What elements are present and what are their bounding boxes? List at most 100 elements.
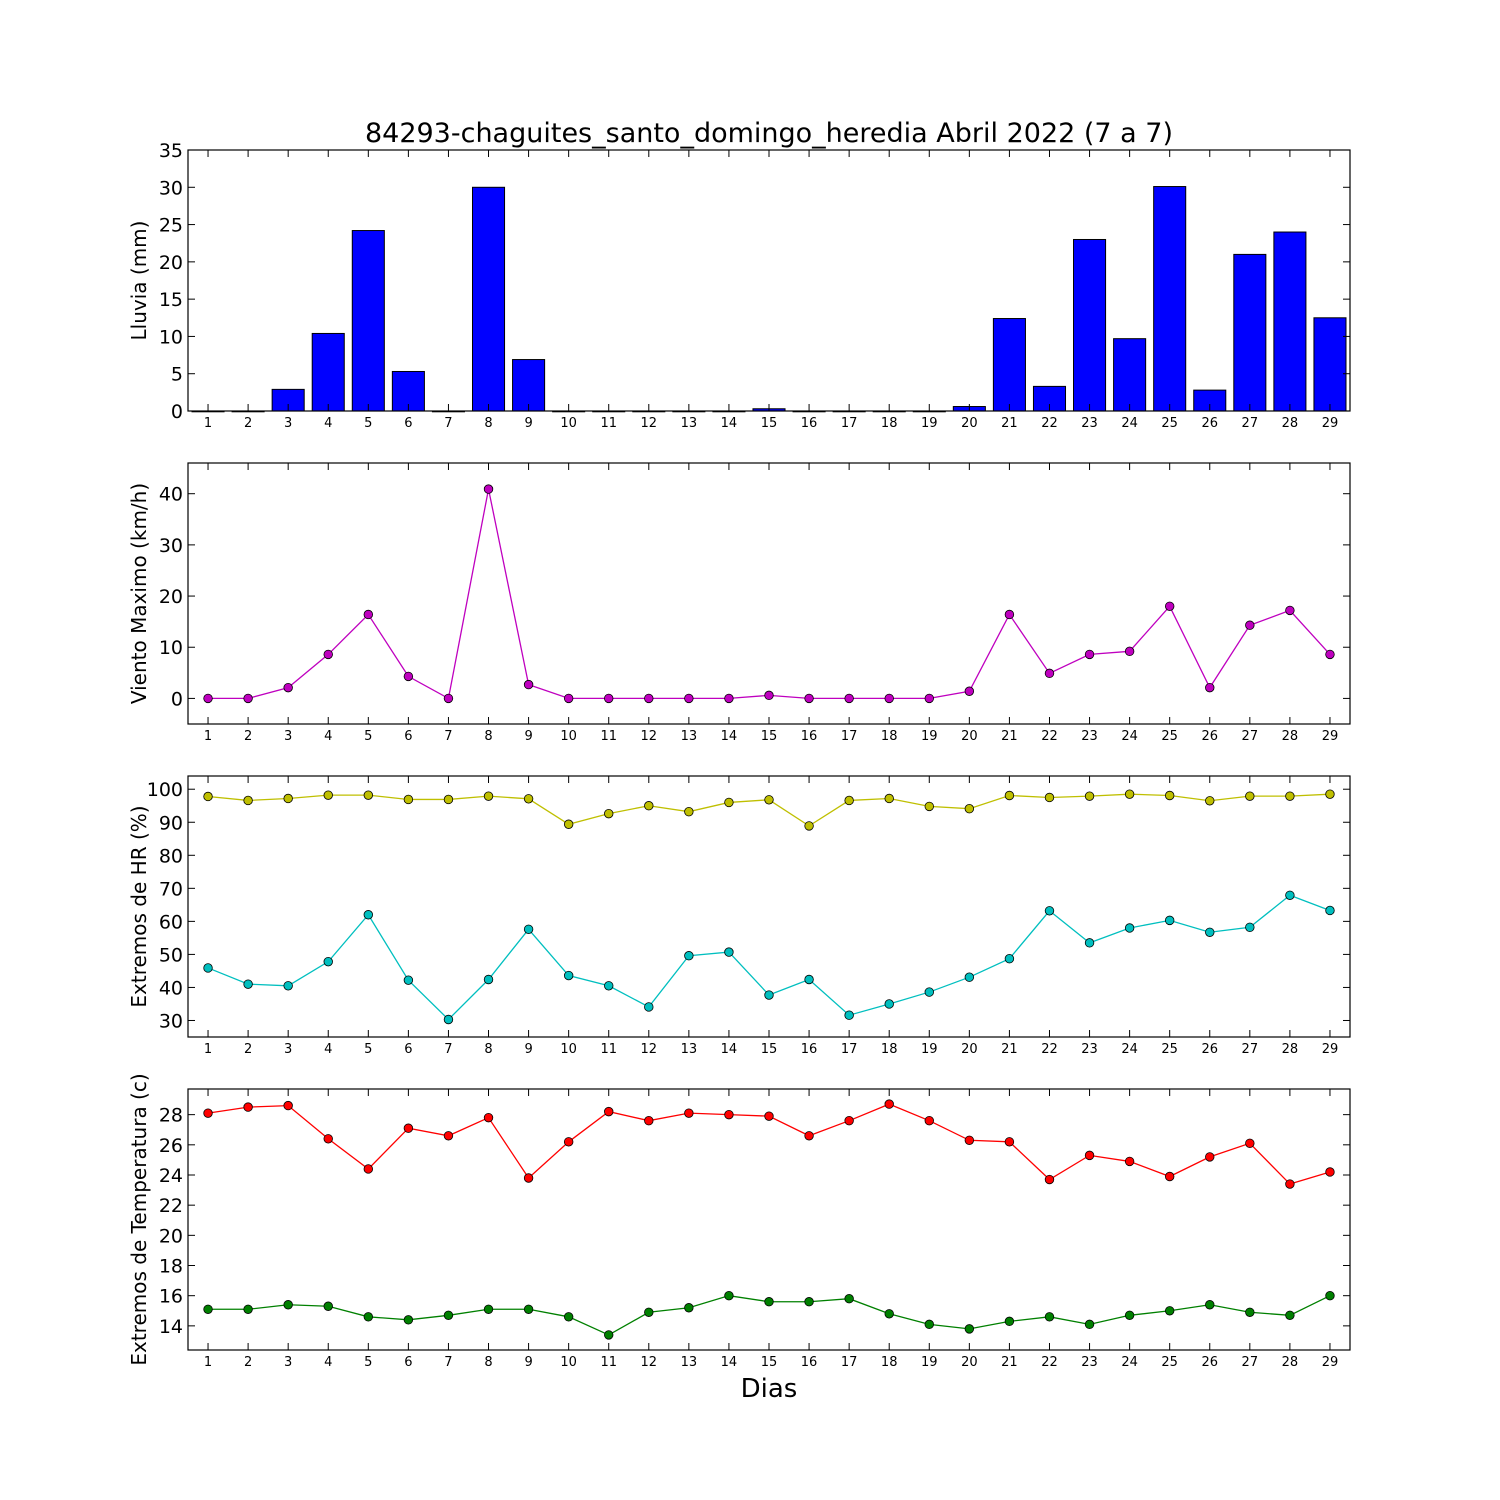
- y-tick-label: 40: [159, 484, 183, 506]
- x-tick-label: 5: [364, 1355, 372, 1370]
- data-point: [443, 1014, 454, 1025]
- data-point: [684, 951, 694, 961]
- y-tick-label: 20: [159, 586, 183, 608]
- x-tick-label: 22: [1041, 1042, 1058, 1057]
- data-point: [283, 1300, 293, 1310]
- x-tick-label: 17: [841, 729, 858, 744]
- data-point: [644, 801, 654, 811]
- data-point: [1084, 938, 1095, 948]
- x-tick-label: 8: [484, 729, 492, 744]
- x-tick-label: 28: [1282, 1042, 1299, 1057]
- data-point: [924, 987, 934, 997]
- y-axis-label: Viento Maximo (km/h): [127, 483, 151, 704]
- data-point: [203, 1304, 213, 1314]
- data-point: [724, 693, 734, 704]
- x-tick-label: 1: [204, 1042, 212, 1057]
- x-tick-label: 28: [1282, 1355, 1299, 1370]
- x-tick-label: 4: [324, 729, 332, 744]
- data-point: [203, 1108, 213, 1118]
- y-tick-label: 0: [171, 688, 183, 710]
- data-point: [844, 693, 854, 704]
- data-point: [1044, 792, 1055, 803]
- x-tick-label: 16: [801, 416, 818, 431]
- data-point: [1164, 1171, 1175, 1182]
- data-point: [884, 999, 894, 1009]
- x-tick-label: 2: [244, 1355, 252, 1370]
- x-tick-label: 2: [244, 416, 252, 431]
- data-point: [323, 649, 333, 660]
- x-tick-label: 20: [961, 1355, 978, 1370]
- bar: [512, 359, 546, 412]
- data-point: [563, 1137, 574, 1147]
- data-point: [684, 1303, 694, 1313]
- x-tick-label: 18: [881, 1355, 898, 1370]
- y-tick-label: 26: [159, 1135, 183, 1157]
- data-point: [523, 924, 534, 935]
- x-tick-label: 14: [721, 1042, 738, 1057]
- x-tick-label: 3: [284, 1042, 292, 1057]
- y-tick-label: 35: [159, 140, 183, 162]
- x-tick-label: 17: [841, 416, 858, 431]
- data-point: [563, 970, 574, 981]
- y-tick-label: 10: [159, 326, 183, 348]
- data-point: [403, 975, 414, 985]
- data-point: [884, 1099, 894, 1109]
- x-tick-label: 14: [721, 729, 738, 744]
- x-tick-label: 9: [524, 1042, 532, 1057]
- x-tick-label: 19: [921, 1042, 938, 1057]
- bar: [1073, 238, 1107, 412]
- y-tick-label: 16: [159, 1286, 183, 1308]
- data-point: [764, 795, 774, 805]
- y-tick-label: 20: [159, 1225, 183, 1247]
- x-tick-label: 8: [484, 1355, 492, 1370]
- x-tick-label: 14: [721, 1355, 738, 1370]
- x-tick-label: 12: [641, 1042, 658, 1057]
- y-axis-label: Lluvia (mm): [127, 221, 151, 341]
- x-tick-label: 29: [1322, 729, 1339, 744]
- x-tick-label: 5: [364, 416, 372, 431]
- data-point: [523, 1173, 534, 1183]
- bar: [311, 332, 345, 412]
- data-point: [563, 1312, 574, 1322]
- data-point: [804, 974, 814, 985]
- data-point: [443, 693, 454, 704]
- x-tick-label: 8: [484, 416, 492, 431]
- x-tick-label: 3: [284, 1355, 292, 1370]
- x-tick-label: 4: [324, 416, 332, 431]
- data-point: [1285, 890, 1295, 900]
- x-tick-label: 26: [1201, 1042, 1218, 1057]
- data-point: [1325, 789, 1335, 799]
- x-tick-label: 26: [1201, 729, 1218, 744]
- x-tick-label: 9: [524, 416, 532, 431]
- data-point: [1325, 649, 1335, 660]
- data-point: [964, 686, 975, 696]
- x-tick-label: 29: [1322, 416, 1339, 431]
- x-tick-label: 7: [444, 1355, 452, 1370]
- y-tick-label: 30: [159, 177, 183, 199]
- data-point: [283, 793, 293, 804]
- x-tick-label: 23: [1081, 416, 1098, 431]
- data-point: [1245, 620, 1255, 630]
- y-tick-label: 70: [159, 878, 183, 900]
- x-tick-label: 2: [244, 1042, 252, 1057]
- data-point: [604, 808, 614, 819]
- x-tick-label: 13: [681, 1042, 698, 1057]
- x-tick-label: 9: [524, 1355, 532, 1370]
- x-tick-label: 28: [1282, 729, 1299, 744]
- x-tick-label: 20: [961, 416, 978, 431]
- x-tick-label: 17: [841, 1355, 858, 1370]
- data-point: [483, 791, 494, 801]
- y-tick-label: 24: [159, 1165, 183, 1187]
- y-tick-label: 40: [159, 977, 183, 999]
- data-point: [1205, 682, 1215, 693]
- x-tick-label: 19: [921, 416, 938, 431]
- data-point: [403, 794, 414, 805]
- x-tick-label: 28: [1282, 416, 1299, 431]
- data-point: [483, 1112, 494, 1123]
- data-point: [1044, 668, 1055, 679]
- data-point: [804, 693, 814, 704]
